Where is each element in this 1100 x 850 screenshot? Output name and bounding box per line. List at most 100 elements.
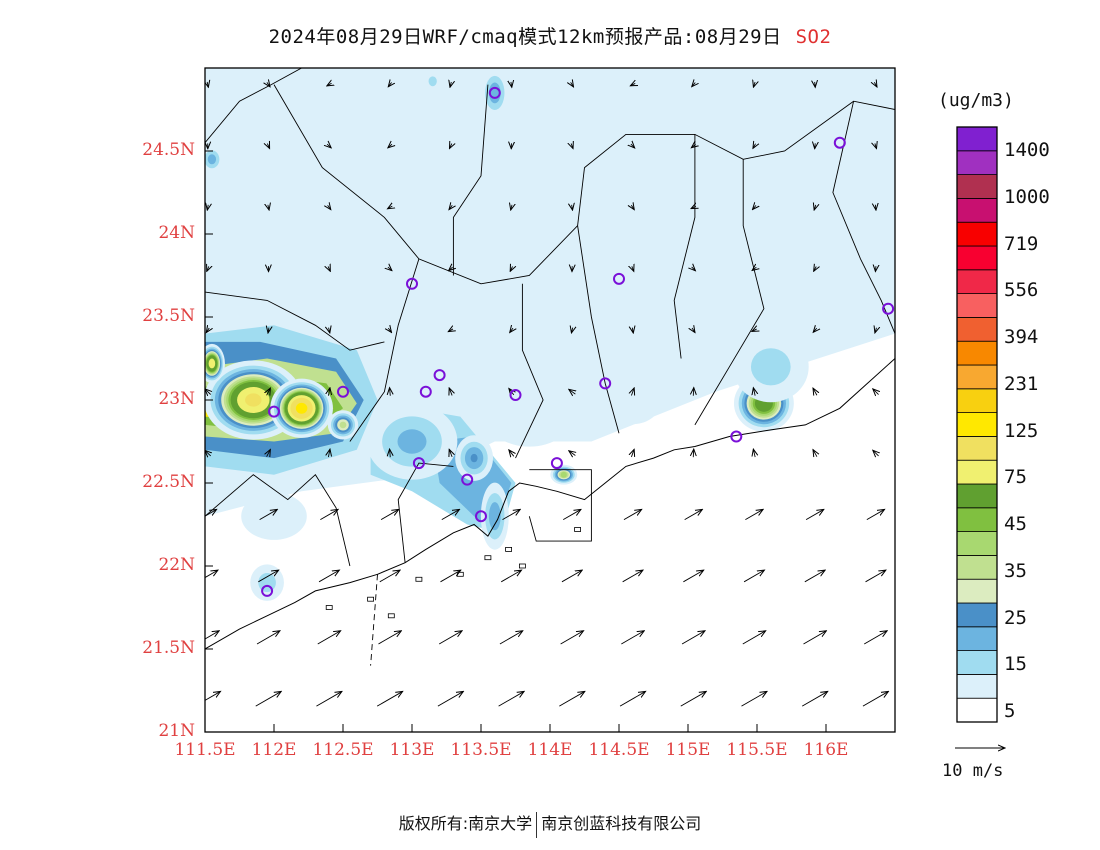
wind-arrow [205,631,219,640]
colorbar-swatch [956,126,998,152]
colorbar-label: 556 [1004,279,1039,302]
wind-arrow [571,328,572,333]
island [484,555,492,561]
wind-arrow [813,450,817,457]
wind-arrow [449,205,452,209]
wind-arrow [561,570,582,583]
wind-arrow [753,449,755,458]
wind-arrow [267,388,271,395]
wind-arrow [569,389,576,394]
wind-arrow [388,328,391,332]
wind-arrow [571,82,574,87]
admin-boundary [397,462,454,563]
wind-arrow [801,691,827,707]
colorbar-label: 231 [1004,372,1039,395]
wind-arrow [207,205,208,210]
wind-arrow [683,570,703,583]
wind-arrow [509,450,514,456]
wind-arrow [864,631,887,645]
colorbar-swatch [956,459,998,485]
wind-arrow [318,570,339,583]
colorbar-swatch [956,507,998,532]
wind-arrow [449,449,452,458]
monitoring-station [433,369,446,382]
wind-arrow [632,328,633,333]
wind-arrow [631,449,634,458]
wind-arrow [328,266,330,271]
colorbar-swatch [956,674,998,699]
lat-tick-label: 24N [158,223,195,243]
colorbar-swatch [956,364,998,390]
wind-reference-label: 10 m/s [942,761,1004,781]
wind-arrow [622,570,643,583]
wind-arrow [563,509,581,521]
wind-arrow [753,82,755,87]
footer-separator [536,811,538,838]
concentration-contour [208,358,216,369]
monitoring-station [406,277,418,290]
wind-arrow [205,450,211,456]
wind-arrow [814,205,816,210]
wind-arrow [692,267,696,271]
wind-arrow [207,266,209,271]
wind-arrow [873,450,879,456]
concentration-contour [750,348,791,386]
wind-arrow [388,267,392,271]
wind-arrow [862,691,888,707]
monitoring-station [833,136,846,149]
monitoring-station [882,302,895,315]
colorbar-label: 719 [1004,232,1039,255]
colorbar-swatch [956,340,998,366]
wind-arrow [803,631,827,645]
concentration-contour [428,76,437,87]
colorbar-label: 1400 [1004,139,1050,161]
lon-tick-label: 113.5E [450,740,512,760]
wind-arrow [448,329,453,332]
lon-tick-label: 114.5E [588,740,650,760]
monitoring-station [475,510,487,523]
wind-arrow [631,205,634,210]
lon-tick-label: 115.5E [726,740,788,760]
wind-vectors [205,82,888,707]
wind-arrow [320,509,338,521]
pollutant-label: SO2 [795,26,832,48]
wind-arrow [815,82,816,87]
wind-arrow [569,451,576,456]
colorbar-label: 125 [1004,419,1039,442]
wind-arrow [441,509,460,521]
monitoring-station [488,86,501,99]
wind-arrow [560,631,584,645]
colorbar-swatch [956,174,998,199]
wind-arrow [684,509,703,521]
monitoring-station [509,389,522,402]
page-title: 2024年08月29日WRF/cmaq模式12km预报产品:08月29日 SO2 [0,22,1100,49]
wind-arrow [681,631,705,645]
concentration-contour [445,120,489,198]
island [415,576,423,582]
wind-arrow [378,631,401,645]
colorbar-swatch [956,555,998,580]
wind-arrow [206,328,209,333]
island [367,596,375,602]
wind-arrow [804,570,825,583]
wind-arrow [571,143,573,148]
wind-arrow [498,691,524,707]
wind-arrow [745,509,763,521]
colorbar-label: 5 [1004,700,1016,722]
wind-arrow [874,82,877,87]
wind-arrow [205,570,218,579]
colorbar-label: 75 [1004,466,1027,489]
wind-arrow [691,144,695,147]
wind-arrow [390,388,391,396]
lon-tick-label: 112E [251,740,297,760]
monitoring-station [412,457,425,470]
concentration-contour [488,502,501,531]
colorbar-swatch [956,245,998,271]
wind-arrow [499,631,523,645]
wind-arrow [205,509,217,517]
wind-arrow [255,691,281,707]
lat-tick-label: 23.5N [142,306,195,326]
wind-arrow [753,144,756,149]
monitoring-station [261,584,274,597]
